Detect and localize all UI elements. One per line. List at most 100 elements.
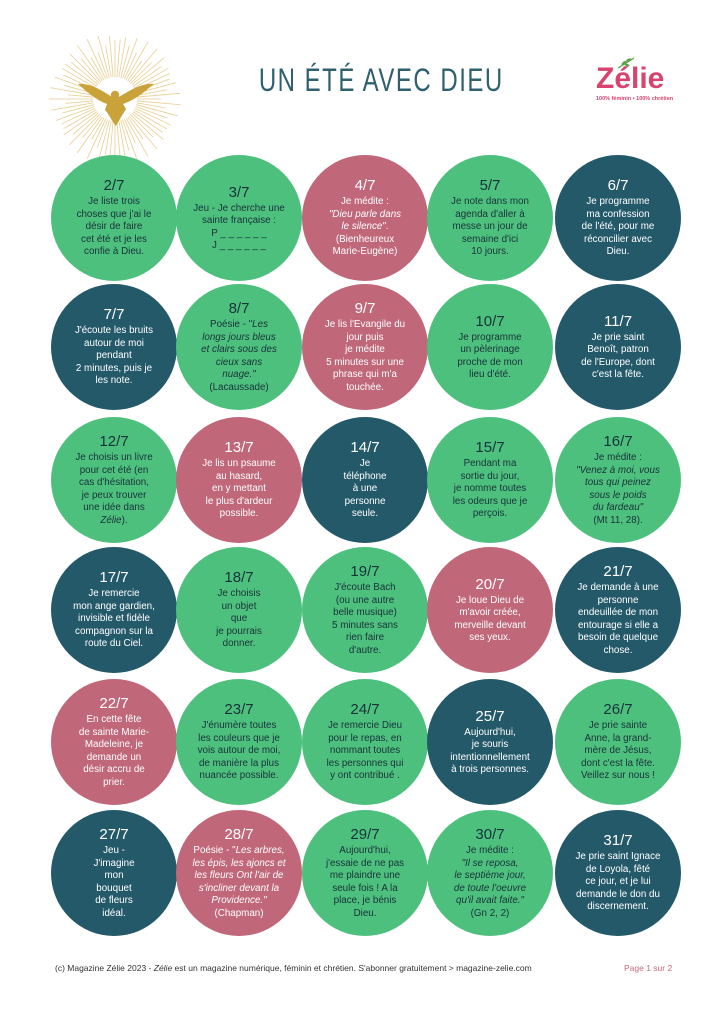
day-text-segment: de toute l'oeuvre	[453, 882, 527, 894]
day-text-line: ses yeux.	[469, 632, 511, 643]
day-text-segment: du fardeau"	[592, 502, 644, 513]
day-circle-29-7: 29/7 Aujourd'hui, j'essaie de ne pas me pla…	[302, 810, 428, 936]
day-text-line: discernement.	[587, 901, 649, 913]
day-text-segment: Poésie - "	[193, 845, 236, 856]
day-text-line: Je note dans mon	[451, 196, 529, 208]
day-text-line: nuage."	[222, 369, 255, 382]
day-text-line: Je liste trois	[88, 196, 140, 208]
day-text-line: (ou une autre	[335, 594, 395, 606]
sun-ray	[116, 39, 121, 78]
sun-ray	[131, 112, 164, 140]
day-text-line: cieux sans	[216, 357, 262, 370]
day-text-line: Je médite :	[341, 196, 389, 208]
sun-ray	[127, 116, 144, 140]
day-circle-30-7: 30/7 Je médite : "Il se reposa, le septième…	[427, 810, 553, 936]
day-text-line: J'écoute les bruits	[74, 325, 154, 337]
day-circle-18-7: 18/7 Je choisis un objet que je pourrais donn…	[176, 547, 302, 673]
day-date: 5/7	[479, 177, 501, 195]
sun-ray	[118, 120, 127, 162]
day-text-line: le silence".	[341, 221, 388, 234]
day-text-segment: longs jours bleus	[202, 331, 276, 343]
page-title: UN ÉTÉ AVEC DIEU	[258, 62, 504, 98]
day-text-line: mère de Jésus,	[584, 745, 652, 757]
day-text-line: Anne, la grand-	[584, 732, 652, 744]
day-text-line: Jeu - Je cherche une	[193, 202, 285, 214]
day-text-line: Aujourd'hui,	[464, 726, 516, 738]
day-text-line: rien faire	[345, 632, 385, 643]
day-circle-23-7: 23/7 J'énumère toutes les couleurs que je v…	[176, 679, 302, 805]
day-text-line: route du Ciel.	[84, 638, 144, 650]
day-text-line: téléphone	[343, 470, 387, 482]
day-date: 9/7	[354, 300, 376, 317]
day-text-line: merveille devant	[454, 619, 526, 631]
day-text-line: y ont contribué .	[330, 770, 400, 782]
day-circle-31-7: 31/7 Je prie saint Ignace de Loyola, fêté c…	[555, 810, 681, 936]
sun-ray	[82, 115, 102, 138]
page-number: Page 1 sur 2	[624, 963, 673, 973]
day-text-line: de l'été, pour me	[581, 221, 655, 233]
leaf-icon	[617, 57, 635, 69]
day-text-line: Je médite :	[594, 452, 642, 463]
sun-ray	[96, 119, 108, 148]
day-text-line: intentionnellement	[450, 751, 530, 763]
day-text-line: s'incliner devant la	[199, 883, 279, 896]
sun-ray	[109, 120, 114, 161]
day-circle-28-7: 28/7 Poésie - "Les arbres, les épis, les a…	[176, 810, 302, 936]
day-date: 22/7	[99, 695, 129, 712]
day-circle-13-7: 13/7 Je lis un psaume au hasard, en y metta…	[176, 417, 302, 543]
day-text-line: bouquet	[96, 882, 132, 894]
day-text-line: sainte française :	[201, 215, 277, 226]
day-text-line: de Loyola, fêté	[585, 863, 651, 875]
sun-ray	[132, 66, 162, 87]
brand-logo: Zélie 100% féminin • 100% chrétien	[594, 56, 684, 106]
brand-name: Zélie	[596, 62, 665, 95]
day-text-line: demande le don du	[576, 888, 660, 900]
day-text-line: J'imagine	[93, 857, 135, 869]
sun-ray	[86, 39, 107, 80]
day-text-line: Je remercie	[88, 588, 140, 600]
day-text-line: Benoît, patron	[587, 344, 649, 355]
day-text-segment: "Il se reposa,	[461, 857, 519, 869]
day-text-line: Je	[359, 458, 371, 470]
sun-ray	[123, 52, 137, 80]
day-text-line: de toute l'oeuvre	[454, 883, 526, 896]
day-date: 28/7	[224, 826, 254, 843]
day-text-line: messe un jour de	[452, 221, 528, 233]
day-text-line: de manière la plus	[198, 757, 280, 769]
day-text-line: à trois personnes.	[451, 764, 529, 775]
day-text-line: Pendant ma	[463, 458, 517, 470]
day-text-line: agenda d'aller à	[455, 208, 525, 220]
sun-ray	[55, 106, 95, 121]
day-text-line: les note.	[95, 375, 133, 387]
day-text-line: "Dieu parle dans	[329, 209, 401, 222]
day-text-line: et clairs sous des	[201, 344, 277, 357]
sun-ray	[135, 106, 168, 119]
sun-ray	[109, 36, 114, 78]
day-circle-25-7: 25/7 Aujourd'hui, je souris intentionnellem…	[427, 679, 553, 805]
day-text-segment: ).	[121, 514, 128, 526]
day-date: 25/7	[475, 707, 505, 725]
day-text-line: je médite	[345, 344, 385, 355]
sun-ray	[97, 120, 110, 162]
sun-ray	[105, 45, 112, 78]
day-text-line: me plaindre une	[329, 870, 401, 881]
sun-ray	[131, 57, 165, 86]
footer-credits: (c) Magazine Zélie 2023 - Zélie est un m…	[55, 963, 532, 973]
sun-ray	[130, 114, 154, 138]
day-text-line: désir de faire	[85, 221, 143, 233]
sun-ray	[136, 100, 181, 106]
day-text-line: Je prie saint	[591, 331, 645, 343]
sun-ray	[132, 111, 164, 133]
day-text-line: Je remercie Dieu	[327, 720, 403, 732]
day-text-line: je nomme toutes	[453, 483, 527, 495]
day-text-line: choses que j'ai le	[76, 208, 152, 220]
sun-ray	[86, 118, 107, 159]
day-circle-4-7: 4/7 Je médite : "Dieu parle dans le silence…	[302, 155, 428, 281]
day-text-segment: tous qui peinez	[585, 477, 651, 488]
day-text-segment: sous le poids	[589, 489, 647, 501]
day-text-line: donner.	[222, 638, 256, 650]
day-text-line: réconcilier avec	[583, 233, 653, 245]
sun-ray	[91, 117, 105, 140]
sun-ray	[68, 114, 100, 146]
day-text-line: entourage si elle a	[577, 619, 659, 631]
